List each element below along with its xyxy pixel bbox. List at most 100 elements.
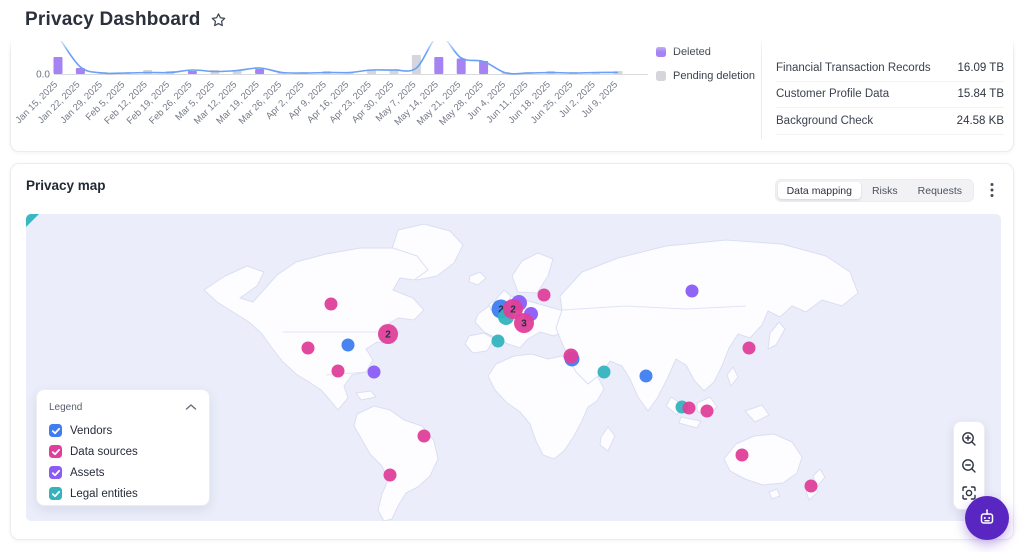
world-map: 22 23 [26, 214, 859, 521]
dataset-name: Background Check [776, 114, 874, 127]
map-marker-data-sources[interactable] [417, 429, 431, 443]
map-marker-legal-entities[interactable] [491, 334, 505, 348]
map-zoom-out-button[interactable] [955, 452, 983, 479]
marker-dot [537, 288, 551, 302]
chart-bar [389, 70, 399, 74]
table-row[interactable]: Financial Transaction Records 16.09 TB [776, 55, 1004, 82]
marker-cluster-count: 2 [385, 330, 391, 341]
chart-bar [255, 69, 265, 74]
marker-dot [639, 369, 653, 383]
legend-checkbox[interactable] [49, 445, 62, 458]
chart-legend: Deleted Pending deletion [656, 43, 755, 91]
ai-assistant-fab[interactable] [965, 496, 1009, 540]
map-marker-data-sources[interactable]: 2 [503, 299, 523, 319]
legend-label: Pending deletion [673, 70, 755, 82]
marker-dot [383, 468, 397, 482]
check-icon [51, 448, 60, 455]
legend-item-label: Legal entities [70, 487, 138, 500]
map-view-toggle: Data mapping Risks Requests [774, 179, 974, 202]
marker-dot [514, 313, 534, 333]
map-marker-data-sources[interactable] [682, 401, 696, 415]
map-marker-assets[interactable] [367, 365, 381, 379]
legend-checkbox[interactable] [49, 466, 62, 479]
map-marker-data-sources[interactable] [742, 341, 756, 355]
marker-dot [331, 364, 345, 378]
map-marker-legal-entities[interactable] [597, 365, 611, 379]
map-marker-data-sources[interactable] [324, 297, 338, 311]
vertical-divider [761, 37, 762, 139]
y-axis-zero-label: 0.0 [36, 70, 50, 81]
legend-item-assets[interactable]: Assets [49, 462, 197, 483]
map-recenter-button[interactable] [955, 479, 983, 506]
dataset-name: Financial Transaction Records [776, 61, 931, 74]
map-legend-panel: Legend Vendors Data sources Assets Legal en… [36, 389, 210, 506]
map-marker-data-sources[interactable]: 3 [514, 313, 534, 333]
chart-legend-item[interactable]: Pending deletion [656, 67, 755, 85]
legend-item-label: Assets [70, 466, 105, 479]
chart-bar [187, 71, 197, 74]
tab-requests[interactable]: Requests [917, 184, 962, 197]
recenter-icon [962, 485, 976, 500]
map-marker-data-sources[interactable] [537, 288, 551, 302]
map-marker-data-sources[interactable] [331, 364, 345, 378]
privacy-map-card: Privacy map Data mapping Risks Requests [10, 163, 1014, 540]
chart-legend-item[interactable]: Deleted [656, 43, 755, 61]
retention-chart-card: 0.0 Jan 15, 2025 Jan 22, 2025 Jan 29, 2025 F… [10, 30, 1014, 152]
map-marker-data-sources[interactable] [301, 341, 315, 355]
legend-checkbox[interactable] [49, 487, 62, 500]
table-row[interactable]: Background Check 24.58 KB [776, 108, 1004, 135]
legend-title: Legend [49, 401, 83, 413]
legend-collapse-chevron-up-icon[interactable] [185, 403, 197, 411]
map-marker-vendors[interactable] [639, 369, 653, 383]
legend-item-label: Data sources [70, 445, 138, 458]
legend-swatch [656, 71, 666, 81]
dataset-size: 24.58 KB [956, 114, 1004, 127]
map-marker-assets[interactable] [685, 284, 699, 298]
chart-bar [479, 61, 489, 74]
map-marker-data-sources[interactable] [383, 468, 397, 482]
marker-dot [742, 341, 756, 355]
chart-bar [434, 57, 444, 74]
marker-dot [417, 429, 431, 443]
table-row[interactable]: Customer Profile Data 15.84 TB [776, 82, 1004, 108]
map-marker-data-sources[interactable] [700, 404, 714, 418]
check-icon [51, 427, 60, 434]
section-title: Privacy map [26, 178, 106, 193]
map-marker-data-sources[interactable] [804, 479, 818, 493]
map-marker-data-sources[interactable]: 2 [378, 324, 398, 344]
map-corner-accent [26, 214, 39, 227]
datasets-table: Financial Transaction Records 16.09 TB Cus… [776, 55, 1004, 135]
legend-item-vendors[interactable]: Vendors [49, 420, 197, 441]
page-title: Privacy Dashboard [25, 9, 201, 30]
legend-checkbox[interactable] [49, 424, 62, 437]
marker-dot [682, 401, 696, 415]
marker-dot [503, 299, 523, 319]
tab-data-mapping[interactable]: Data mapping [777, 182, 861, 199]
marker-dot [491, 334, 505, 348]
marker-cluster-count: 3 [521, 319, 527, 330]
marker-dot [700, 404, 714, 418]
tab-risks[interactable]: Risks [871, 184, 898, 197]
legend-swatch [656, 47, 666, 57]
marker-dot [301, 341, 315, 355]
robot-icon [980, 509, 994, 524]
legend-item-data-sources[interactable]: Data sources [49, 441, 197, 462]
marker-dot [804, 479, 818, 493]
kebab-menu-button[interactable] [985, 181, 999, 199]
legend-item-label: Vendors [70, 424, 113, 437]
marker-cluster-count: 2 [498, 305, 504, 316]
map-marker-vendors[interactable] [341, 338, 355, 352]
map-marker-data-sources[interactable] [735, 448, 749, 462]
favorite-star-icon[interactable] [210, 12, 227, 29]
marker-dot [597, 365, 611, 379]
map-zoom-in-button[interactable] [955, 425, 983, 452]
dataset-size: 16.09 TB [957, 61, 1004, 74]
marker-dot [685, 284, 699, 298]
legend-item-legal-entities[interactable]: Legal entities [49, 483, 197, 504]
dataset-size: 15.84 TB [957, 88, 1004, 101]
check-icon [51, 469, 60, 476]
map-marker-data-sources[interactable] [563, 348, 579, 364]
page-header: Privacy Dashboard [25, 9, 227, 31]
